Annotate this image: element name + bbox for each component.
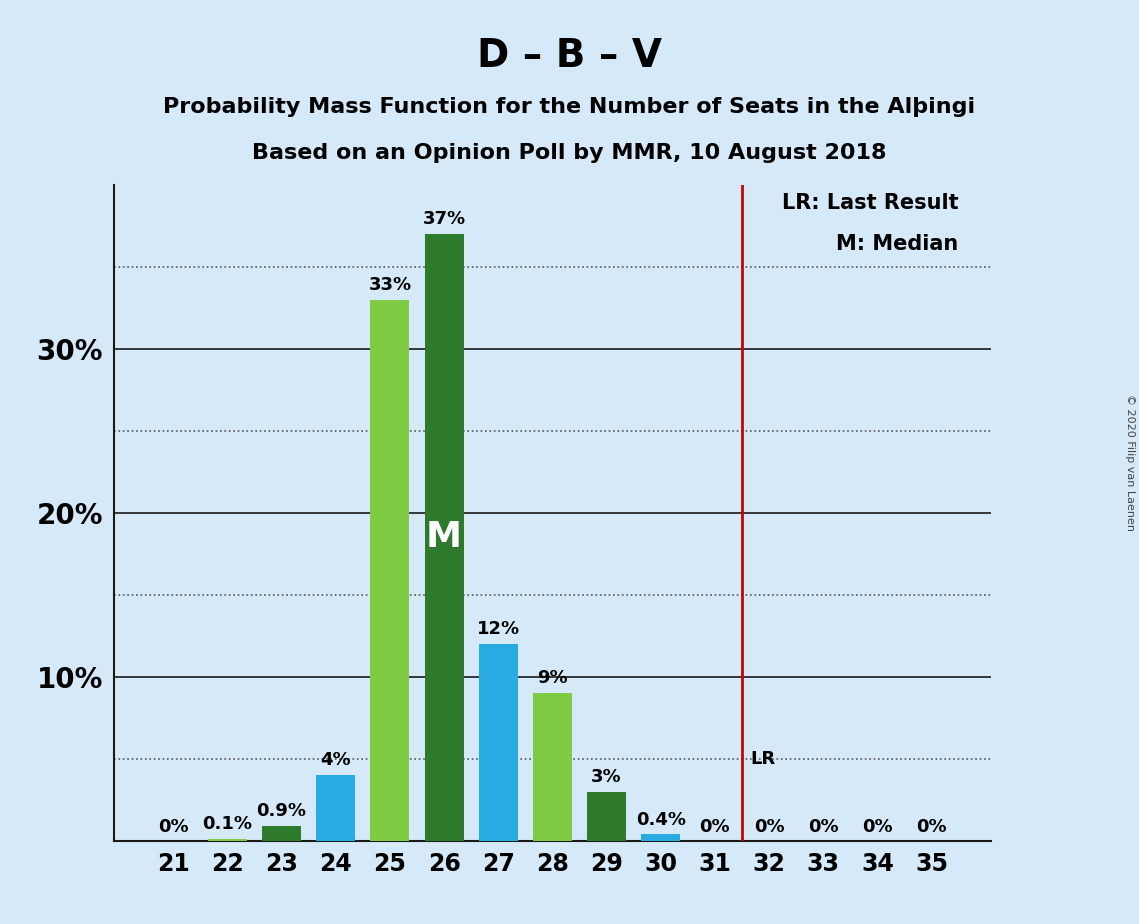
Text: © 2020 Filip van Laenen: © 2020 Filip van Laenen (1125, 394, 1134, 530)
Bar (478, 644, 518, 841)
Text: 37%: 37% (423, 211, 466, 228)
Text: 33%: 33% (368, 276, 411, 294)
Bar (533, 693, 572, 841)
Text: 0.1%: 0.1% (203, 816, 253, 833)
Text: D – B – V: D – B – V (477, 37, 662, 75)
Text: 0%: 0% (754, 818, 785, 836)
Text: 12%: 12% (477, 620, 519, 638)
Text: 0%: 0% (808, 818, 838, 836)
Text: 0.9%: 0.9% (256, 802, 306, 821)
Text: LR: LR (751, 750, 776, 768)
Bar (370, 299, 409, 841)
Text: 3%: 3% (591, 768, 622, 786)
Bar (425, 234, 464, 841)
Text: 0%: 0% (158, 818, 189, 836)
Text: M: Median: M: Median (836, 234, 959, 254)
Bar (587, 792, 626, 841)
Text: M: M (426, 520, 462, 554)
Bar (317, 775, 355, 841)
Text: 0%: 0% (862, 818, 893, 836)
Bar (641, 834, 680, 841)
Text: 0.4%: 0.4% (636, 810, 686, 829)
Text: Probability Mass Function for the Number of Seats in the Alþingi: Probability Mass Function for the Number… (163, 97, 976, 117)
Bar (208, 839, 247, 841)
Text: 4%: 4% (320, 751, 351, 770)
Text: Based on an Opinion Poll by MMR, 10 August 2018: Based on an Opinion Poll by MMR, 10 Augu… (252, 143, 887, 164)
Text: 9%: 9% (538, 670, 567, 687)
Text: 0%: 0% (699, 818, 730, 836)
Text: 0%: 0% (916, 818, 947, 836)
Text: LR: Last Result: LR: Last Result (782, 193, 959, 213)
Bar (262, 826, 301, 841)
